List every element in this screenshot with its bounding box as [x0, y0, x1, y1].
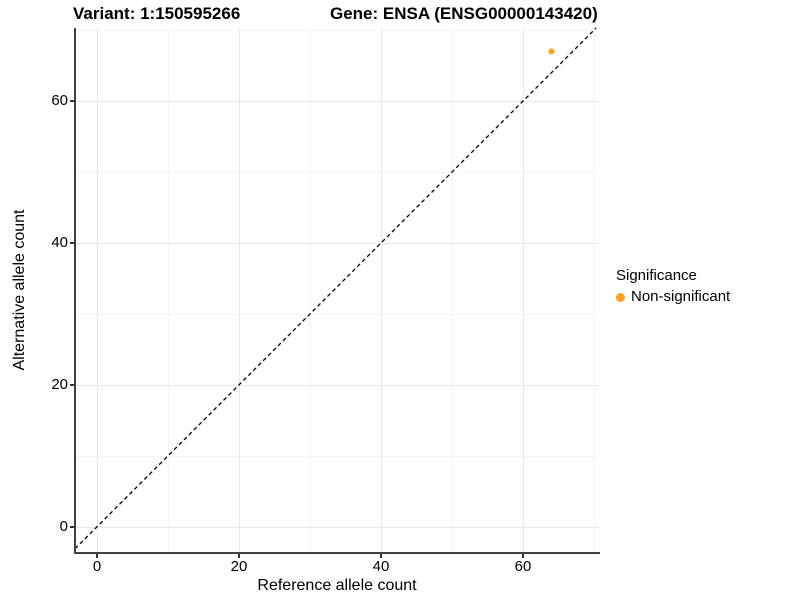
horizontal-gridline: [75, 384, 599, 386]
legend-title: Significance: [616, 267, 697, 284]
vertical-gridline: [168, 28, 169, 553]
y-tick-label: 0: [59, 517, 68, 535]
vertical-gridline: [97, 28, 98, 553]
y-tick-mark: [70, 241, 74, 244]
horizontal-gridline: [75, 526, 599, 528]
x-tick-label: 60: [514, 558, 532, 575]
horizontal-gridline: [75, 455, 599, 457]
x-tick-mark: [238, 554, 241, 558]
x-axis-line: [74, 552, 600, 554]
horizontal-gridline: [75, 242, 599, 244]
data-point: [548, 48, 555, 55]
x-axis-title: Reference allele count: [257, 577, 417, 594]
vertical-gridline: [381, 28, 383, 553]
identity-dashed-line: [74, 27, 597, 550]
gene-title: Gene: ENSA (ENSG00000143420): [330, 4, 598, 23]
x-tick-label: 40: [372, 558, 390, 575]
chart-canvas: [74, 27, 597, 550]
horizontal-gridline: [75, 101, 599, 103]
vertical-gridline: [310, 28, 312, 553]
non-significant-dot-icon: [616, 292, 625, 302]
legend-item-non-significant: Non-significant: [616, 288, 730, 306]
x-tick-mark: [522, 554, 525, 558]
y-axis-title: Alternative allele count: [11, 209, 28, 371]
x-tick-label: 0: [92, 558, 102, 575]
vertical-gridline: [452, 28, 454, 553]
y-tick-mark: [70, 525, 74, 528]
y-tick-label: 60: [51, 92, 68, 110]
x-tick-mark: [380, 554, 383, 558]
horizontal-gridline: [75, 172, 599, 174]
horizontal-gridline: [75, 313, 599, 315]
y-tick-mark: [70, 383, 74, 386]
y-tick-label: 40: [51, 233, 68, 251]
plot-panel: [74, 27, 599, 553]
legend-item-label: Non-significant: [631, 288, 731, 305]
y-axis-line: [74, 28, 76, 554]
vertical-gridline: [523, 28, 525, 553]
x-tick-mark: [96, 554, 98, 558]
vertical-gridline: [239, 28, 241, 553]
x-tick-label: 20: [230, 558, 248, 575]
horizontal-gridline: [75, 30, 599, 32]
legend: Significance Non-significant: [616, 266, 730, 306]
vertical-gridline: [594, 28, 596, 553]
y-tick-mark: [70, 100, 74, 103]
variant-title: Variant: 1:150595266: [73, 4, 241, 23]
y-tick-label: 20: [51, 375, 68, 393]
